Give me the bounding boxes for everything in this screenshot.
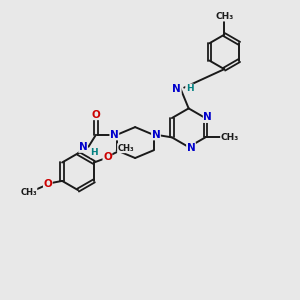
Text: O: O <box>92 110 100 120</box>
Text: N: N <box>203 112 212 122</box>
Text: N: N <box>187 142 195 153</box>
Text: N: N <box>152 130 160 140</box>
Text: H: H <box>91 148 98 157</box>
Text: CH₃: CH₃ <box>215 12 233 21</box>
Text: O: O <box>44 179 52 189</box>
Text: N: N <box>110 130 119 140</box>
Text: CH₃: CH₃ <box>118 144 134 153</box>
Text: O: O <box>103 152 112 162</box>
Text: H: H <box>186 84 193 93</box>
Text: CH₃: CH₃ <box>20 188 37 197</box>
Text: N: N <box>79 142 88 152</box>
Text: CH₃: CH₃ <box>220 133 239 142</box>
Text: N: N <box>172 84 181 94</box>
